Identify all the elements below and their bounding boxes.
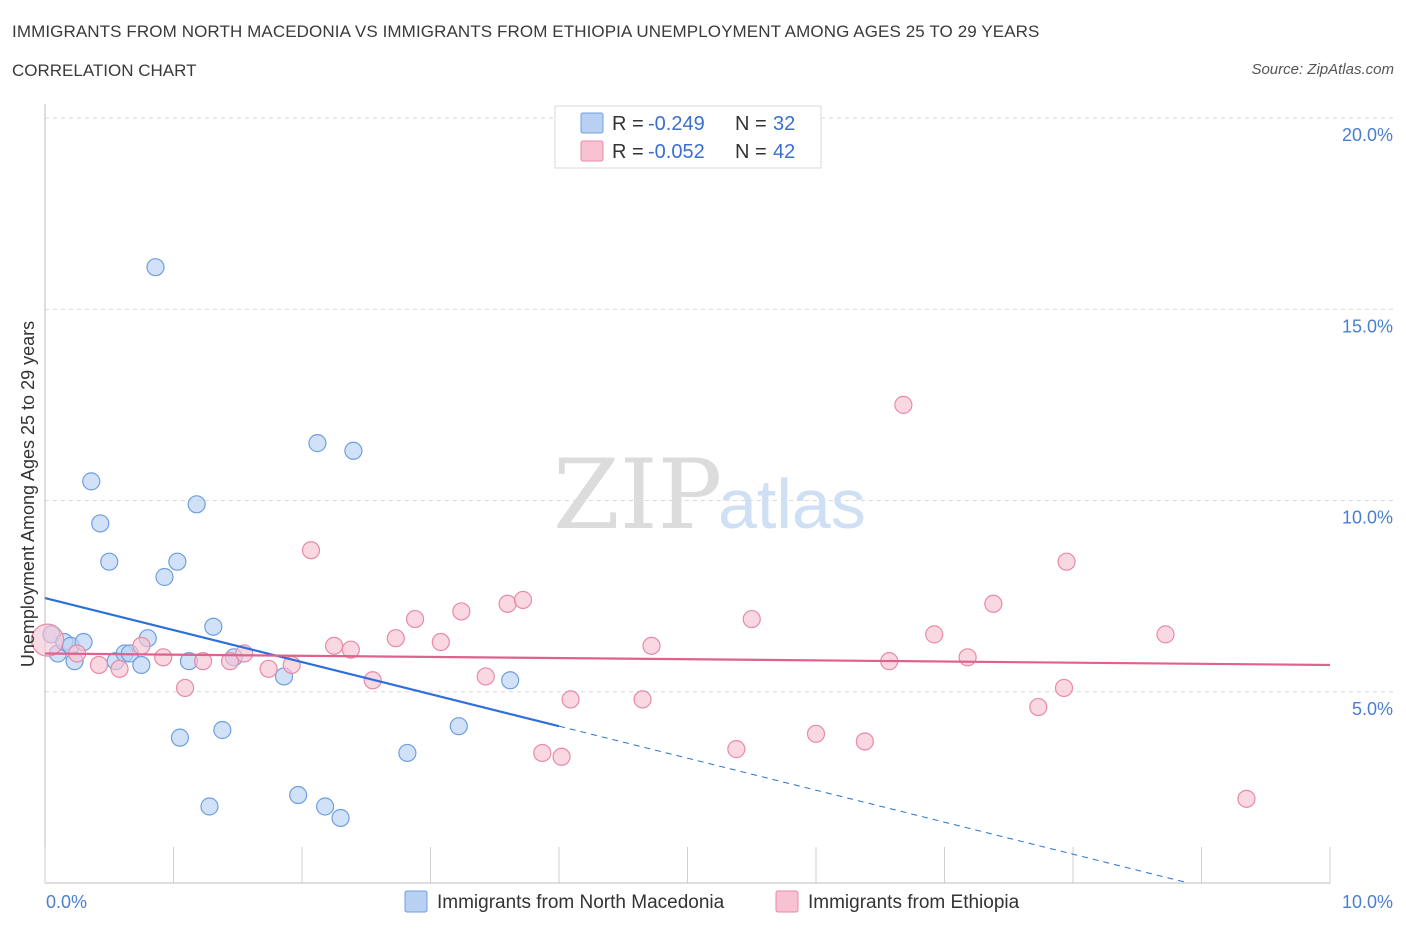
chart-title: IMMIGRANTS FROM NORTH MACEDONIA VS IMMIG… — [12, 22, 1040, 41]
point-north-macedonia-16 — [168, 552, 187, 571]
point-ethiopia-20 — [476, 667, 495, 686]
point-ethiopia-25 — [561, 690, 580, 709]
point-ethiopia-24 — [552, 747, 571, 766]
point-north-macedonia-32 — [501, 671, 520, 690]
watermark-atlas: atlas — [718, 465, 866, 543]
legend-n-label-1: N = — [735, 113, 767, 135]
y-tick-label-1: 10.0% — [1342, 508, 1393, 528]
point-north-macedonia-6 — [82, 472, 101, 491]
point-north-macedonia-14 — [146, 258, 165, 277]
point-ethiopia-40 — [1156, 625, 1175, 644]
point-ethiopia-36 — [984, 594, 1003, 613]
series-legend-label-2: Immigrants from Ethiopia — [808, 892, 1020, 913]
x-tick-label-max: 10.0% — [1342, 892, 1393, 912]
series-legend-swatch-blue — [404, 890, 428, 913]
point-north-macedonia-29 — [344, 441, 363, 460]
point-north-macedonia-26 — [308, 434, 327, 453]
point-north-macedonia-19 — [187, 495, 206, 514]
point-north-macedonia-20 — [200, 797, 219, 816]
point-ethiopia-37 — [1029, 697, 1048, 717]
point-ethiopia-16 — [386, 629, 405, 648]
point-ethiopia-2 — [89, 655, 109, 675]
point-ethiopia-18 — [431, 632, 450, 652]
source-label: Source: ZipAtlas.com — [1251, 61, 1394, 78]
data-points — [30, 258, 1256, 828]
point-ethiopia-39 — [1057, 552, 1076, 571]
legend-n-label-2: N = — [735, 141, 767, 163]
series-legend-swatch-pink — [775, 890, 799, 913]
point-north-macedonia-22 — [213, 720, 232, 740]
point-ethiopia-19 — [452, 602, 471, 621]
point-north-macedonia-15 — [155, 567, 174, 587]
point-north-macedonia-31 — [449, 717, 468, 736]
chart-subtitle: CORRELATION CHART — [12, 61, 197, 80]
point-ethiopia-8 — [220, 652, 240, 671]
point-ethiopia-38 — [1054, 678, 1074, 698]
point-ethiopia-31 — [855, 732, 874, 751]
trend-line-ethiopia — [44, 652, 1331, 667]
correlation-legend: R = -0.249 N = 32 R = -0.052 N = 42 — [554, 105, 822, 169]
point-ethiopia-13 — [325, 636, 344, 655]
point-ethiopia-41 — [1237, 789, 1256, 808]
point-north-macedonia-17 — [170, 728, 190, 747]
point-ethiopia-10 — [259, 659, 278, 678]
point-ethiopia-7 — [193, 652, 213, 671]
point-ethiopia-22 — [513, 590, 533, 610]
point-ethiopia-21 — [498, 594, 517, 613]
point-ethiopia-28 — [727, 740, 746, 759]
legend-swatch-blue — [580, 112, 604, 134]
point-north-macedonia-7 — [91, 514, 110, 533]
legend-r-label-1: R = — [612, 113, 644, 135]
series-legend-label-1: Immigrants from North Macedonia — [437, 892, 725, 913]
y-tick-labels: 5.0% 10.0% 15.0% 20.0% — [1342, 125, 1393, 719]
series-legend: Immigrants from North Macedonia Immigran… — [404, 890, 1020, 913]
legend-swatch-pink — [580, 140, 604, 162]
axes — [44, 104, 1331, 884]
point-ethiopia-4 — [132, 636, 151, 655]
point-ethiopia-6 — [175, 678, 195, 698]
point-ethiopia-26 — [633, 690, 652, 709]
point-ethiopia-3 — [110, 659, 129, 678]
legend-n-value-1: 32 — [773, 113, 795, 135]
y-tick-label-3: 20.0% — [1342, 125, 1393, 145]
legend-n-value-2: 42 — [773, 141, 795, 163]
legend-r-value-1: -0.249 — [648, 113, 705, 135]
point-ethiopia-34 — [925, 625, 944, 644]
point-ethiopia-27 — [642, 636, 661, 655]
point-north-macedonia-25 — [289, 785, 308, 805]
point-north-macedonia-21 — [204, 617, 223, 636]
point-north-macedonia-27 — [316, 797, 335, 816]
legend-r-label-2: R = — [612, 141, 644, 163]
watermark-zip: ZIP — [553, 439, 722, 551]
y-tick-label-2: 15.0% — [1342, 316, 1393, 336]
point-ethiopia-30 — [806, 724, 826, 743]
point-ethiopia-23 — [533, 743, 552, 763]
x-tick-label-min: 0.0% — [46, 892, 87, 912]
trend-line-north-macedonia-extension — [558, 725, 1189, 884]
point-ethiopia-29 — [742, 609, 761, 629]
point-ethiopia-17 — [405, 609, 425, 629]
gridlines — [45, 117, 1395, 693]
trend-lines — [44, 596, 1331, 884]
point-ethiopia-14 — [341, 640, 360, 659]
point-north-macedonia-8 — [100, 552, 119, 571]
y-axis-label: Unemployment Among Ages 25 to 29 years — [18, 321, 38, 667]
legend-r-value-2: -0.052 — [648, 141, 705, 163]
point-ethiopia-0 — [30, 623, 65, 657]
trend-line-north-macedonia — [44, 596, 560, 728]
point-north-macedonia-30 — [398, 743, 417, 763]
point-ethiopia-35 — [958, 648, 977, 667]
point-ethiopia-33 — [894, 395, 913, 414]
point-ethiopia-12 — [301, 541, 321, 560]
y-tick-label-0: 5.0% — [1352, 699, 1393, 719]
point-north-macedonia-28 — [331, 808, 350, 828]
point-north-macedonia-12 — [132, 655, 151, 675]
point-ethiopia-5 — [154, 648, 173, 667]
